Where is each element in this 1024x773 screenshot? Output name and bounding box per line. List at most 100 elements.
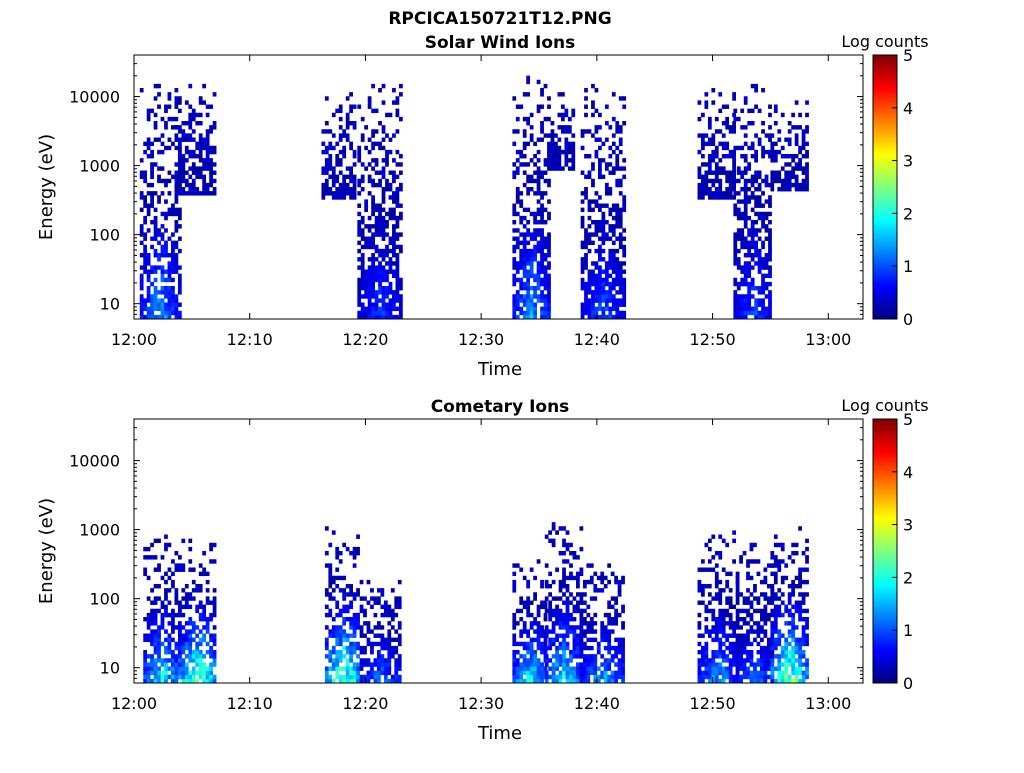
heatmap-cell xyxy=(617,641,622,647)
x-axis-label: Time xyxy=(477,723,522,744)
heatmap-cell xyxy=(547,261,551,266)
heatmap-cell xyxy=(587,277,592,283)
heatmap-cell xyxy=(704,178,709,184)
heatmap-cell xyxy=(564,112,569,118)
heatmap-cell xyxy=(555,608,559,614)
colorbar-segment xyxy=(873,460,897,463)
heatmap-cell xyxy=(750,207,755,213)
heatmap-cell xyxy=(735,658,740,663)
heatmap-cell xyxy=(533,277,537,283)
heatmap-cell xyxy=(586,654,591,659)
heatmap-cell xyxy=(512,211,517,217)
heatmap-cell xyxy=(377,621,381,626)
heatmap-cell xyxy=(749,612,754,618)
heatmap-cell xyxy=(331,530,336,535)
heatmap-cell xyxy=(371,207,375,213)
heatmap-cell xyxy=(357,265,362,270)
heatmap-cell xyxy=(743,211,748,217)
heatmap-cell xyxy=(557,112,562,118)
heatmap-cell xyxy=(587,290,592,295)
heatmap-cell xyxy=(331,191,336,196)
heatmap-cell xyxy=(576,555,580,560)
heatmap-cell xyxy=(385,290,389,295)
heatmap-cell xyxy=(773,617,778,622)
heatmap-cell xyxy=(594,281,599,287)
heatmap-cell xyxy=(564,154,569,159)
heatmap-cell xyxy=(335,174,340,180)
heatmap-cell xyxy=(150,244,154,250)
heatmap-cell xyxy=(184,182,189,188)
heatmap-cell xyxy=(543,604,548,610)
heatmap-cell xyxy=(153,584,158,589)
heatmap-cell xyxy=(761,149,765,155)
heatmap-cell xyxy=(160,232,165,237)
heatmap-cell xyxy=(707,674,712,680)
heatmap-cell xyxy=(733,310,738,316)
heatmap-cell xyxy=(345,125,350,130)
colorbar-segment xyxy=(873,621,897,624)
heatmap-cell xyxy=(622,277,627,283)
heatmap-cell xyxy=(164,178,168,184)
heatmap-cell xyxy=(757,141,762,147)
heatmap-cell xyxy=(360,137,365,142)
heatmap-cell xyxy=(622,195,627,200)
heatmap-cell xyxy=(617,579,622,585)
heatmap-cell xyxy=(364,236,369,241)
heatmap-cell xyxy=(157,298,161,303)
heatmap-cell xyxy=(184,100,189,105)
heatmap-cell xyxy=(529,650,534,655)
heatmap-cell xyxy=(773,559,778,564)
heatmap-cell xyxy=(146,294,151,299)
heatmap-cell xyxy=(560,149,565,155)
heatmap-cell xyxy=(374,306,379,312)
heatmap-cell xyxy=(188,174,193,180)
heatmap-cell xyxy=(704,629,709,634)
heatmap-cell xyxy=(366,641,371,647)
heatmap-cell xyxy=(594,88,599,93)
heatmap-cell xyxy=(615,277,620,283)
heatmap-cell xyxy=(533,162,537,167)
heatmap-cell xyxy=(383,612,388,618)
heatmap-cell xyxy=(740,269,745,274)
heatmap-cell xyxy=(522,236,527,241)
heatmap-cell xyxy=(374,257,379,262)
heatmap-cell xyxy=(711,666,716,671)
heatmap-cell xyxy=(555,530,559,535)
heatmap-cell xyxy=(735,579,740,585)
heatmap-cell xyxy=(522,182,527,188)
heatmap-cell xyxy=(191,629,196,634)
heatmap-cell xyxy=(392,224,396,229)
heatmap-cell xyxy=(621,608,625,614)
heatmap-cell xyxy=(554,145,558,151)
heatmap-cell xyxy=(342,608,347,614)
heatmap-cell xyxy=(766,617,771,622)
heatmap-cell xyxy=(621,658,625,663)
heatmap-cell xyxy=(560,125,565,130)
heatmap-cell xyxy=(760,674,764,680)
heatmap-cell xyxy=(615,145,620,151)
heatmap-cell xyxy=(387,629,392,634)
heatmap-cell xyxy=(768,298,772,303)
heatmap-cell xyxy=(750,178,755,184)
heatmap-cell xyxy=(191,596,196,601)
heatmap-cell xyxy=(536,211,541,217)
heatmap-cell xyxy=(174,207,179,213)
heatmap-cell xyxy=(704,617,709,622)
heatmap-cell xyxy=(519,608,524,614)
heatmap-cell xyxy=(331,579,336,585)
heatmap-cell xyxy=(586,666,591,671)
heatmap-cell xyxy=(164,211,168,217)
heatmap-cell xyxy=(618,261,623,266)
heatmap-cell xyxy=(385,306,389,312)
heatmap-cell xyxy=(364,290,369,295)
heatmap-cell xyxy=(753,596,757,601)
heatmap-cell xyxy=(205,650,210,655)
heatmap-cell xyxy=(547,248,551,254)
heatmap-cell xyxy=(171,608,175,614)
heatmap-cell xyxy=(184,621,189,626)
heatmap-cell xyxy=(555,662,559,667)
heatmap-cell xyxy=(515,563,520,568)
heatmap-cell xyxy=(139,240,144,246)
heatmap-cell xyxy=(764,261,769,266)
heatmap-cell xyxy=(697,187,702,192)
